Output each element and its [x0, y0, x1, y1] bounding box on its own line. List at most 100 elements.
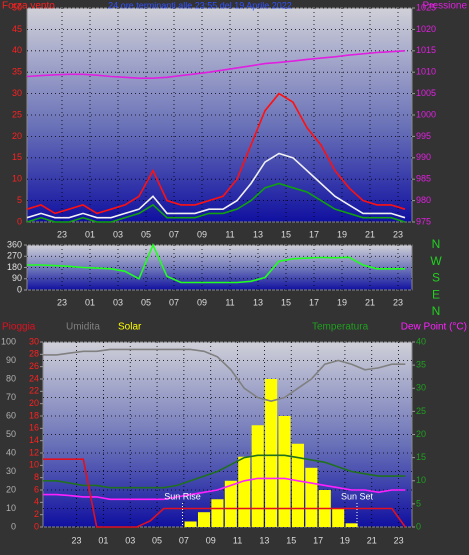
- y2-axis-label: Pressione: [423, 1, 468, 12]
- y2-tick-label: N: [432, 237, 441, 251]
- y2-tick-label: 30: [416, 383, 426, 393]
- y-tick-label: 0: [17, 216, 22, 226]
- y-tick-label: 100: [1, 336, 16, 346]
- legend-entry: Solar: [118, 322, 142, 333]
- x-tick-label: 13: [253, 229, 263, 239]
- y-tick-label: 20: [6, 484, 16, 494]
- y-tick-label: 10: [6, 503, 16, 513]
- y3-tick-label: 8: [34, 472, 39, 482]
- y2-tick-label: 5: [416, 498, 421, 508]
- y2-tick-label: 1005: [416, 88, 436, 98]
- x-tick-label: 15: [281, 297, 291, 307]
- x-tick-label: 11: [233, 535, 242, 545]
- y-tick-label: 0: [17, 284, 22, 294]
- y2-tick-label: E: [432, 287, 440, 301]
- y3-tick-label: 18: [29, 410, 39, 420]
- y2-tick-label: 1025: [416, 2, 436, 12]
- x-tick-label: 13: [253, 297, 263, 307]
- y-tick-label: 50: [12, 2, 22, 12]
- bar: [265, 379, 278, 527]
- x-tick-label: 19: [337, 297, 347, 307]
- series-line: [26, 182, 406, 223]
- bar: [184, 521, 197, 527]
- x-tick-label: 11: [225, 229, 234, 239]
- y3-tick-label: 28: [29, 349, 39, 359]
- y3-tick-label: 16: [29, 423, 39, 433]
- y3-tick-label: 6: [34, 484, 39, 494]
- panel: 23 01 03 05 07 09 11 13 15 17 19 21 23090180270360NE…: [7, 237, 442, 318]
- legend-entry: Pioggia: [2, 322, 36, 333]
- x-tick-label: 11: [225, 297, 234, 307]
- legend-entry: Dew Point (°C): [401, 322, 467, 333]
- bar: [224, 480, 237, 527]
- series-line: [26, 50, 406, 79]
- x-tick-label: 03: [125, 535, 135, 545]
- y-tick-label: 30: [6, 466, 16, 476]
- x-tick-label: 13: [259, 535, 269, 545]
- y-tick-label: 30: [12, 88, 22, 98]
- y-tick-label: 180: [7, 262, 22, 272]
- x-tick-label: 07: [179, 535, 189, 545]
- y-tick-label: 20: [12, 131, 22, 141]
- y2-tick-label: 20: [416, 429, 426, 439]
- x-tick-label: 21: [367, 535, 377, 545]
- series-line: [27, 242, 405, 284]
- y2-tick-label: 1020: [416, 24, 436, 34]
- x-tick-label: 05: [141, 297, 151, 307]
- y2-tick-label: 995: [416, 131, 431, 141]
- y-tick-label: 5: [17, 195, 22, 205]
- x-tick-label: 19: [340, 535, 350, 545]
- bar: [305, 467, 318, 527]
- y-tick-label: 40: [6, 447, 16, 457]
- y2-tick-label: 15: [416, 452, 426, 462]
- y2-tick-label: W: [430, 254, 442, 268]
- y3-tick-label: 0: [34, 521, 39, 531]
- panel: 23 01 03 05 07 09 11 13 15 17 19 21 2301020304050607…: [1, 322, 467, 546]
- y3-tick-label: 12: [29, 447, 39, 457]
- y2-tick-label: 990: [416, 152, 431, 162]
- y-tick-label: 90: [12, 273, 22, 283]
- bar: [197, 512, 211, 527]
- bar: [278, 416, 291, 527]
- y2-tick-label: 40: [416, 336, 426, 346]
- y-tick-label: 70: [6, 392, 16, 402]
- x-tick-label: 23: [57, 297, 67, 307]
- x-tick-label: 23: [394, 535, 404, 545]
- y3-tick-label: 22: [29, 386, 39, 396]
- bar: [211, 499, 224, 527]
- legend-entry: Temperatura: [312, 322, 369, 333]
- chart-title: 24 ore terminanti alle 23:55 del 19 Apri…: [108, 0, 292, 10]
- x-tick-label: 05: [141, 229, 151, 239]
- x-tick-label: 23: [57, 229, 67, 239]
- series-line: [43, 477, 406, 501]
- y-tick-label: 35: [12, 67, 22, 77]
- x-tick-label: 03: [113, 229, 123, 239]
- bar: [291, 443, 304, 527]
- y3-tick-label: 4: [34, 497, 39, 507]
- x-tick-label: 17: [313, 535, 323, 545]
- legend-entry: Umidita: [66, 322, 100, 333]
- y-axis-label: Forza vento: [2, 1, 55, 12]
- y-tick-label: 0: [11, 521, 16, 531]
- y3-tick-label: 26: [29, 361, 39, 371]
- x-tick-label: 15: [286, 535, 296, 545]
- y3-tick-label: 10: [29, 460, 39, 470]
- y2-tick-label: 985: [416, 174, 431, 184]
- x-tick-label: 19: [337, 229, 347, 239]
- x-tick-label: 07: [169, 229, 179, 239]
- y3-tick-label: 2: [34, 509, 39, 519]
- y-tick-label: 10: [12, 174, 22, 184]
- x-tick-label: 09: [206, 535, 216, 545]
- series-line: [43, 458, 406, 528]
- y3-tick-label: 24: [29, 373, 39, 383]
- y-tick-label: 360: [7, 239, 22, 249]
- x-tick-label: 01: [98, 535, 108, 545]
- bar: [332, 508, 345, 527]
- y3-tick-label: 14: [29, 435, 39, 445]
- bar: [238, 456, 251, 527]
- x-tick-label: 17: [309, 297, 319, 307]
- y-tick-label: 50: [6, 429, 16, 439]
- y2-tick-label: N: [432, 304, 441, 318]
- x-tick-label: 01: [85, 297, 95, 307]
